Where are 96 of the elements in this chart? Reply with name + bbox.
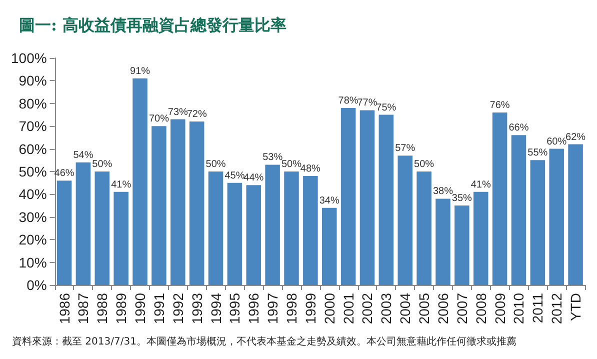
y-tick-label: 90% (18, 72, 47, 89)
data-label: 44% (244, 172, 264, 184)
bar (208, 172, 224, 285)
y-tick-label: 100% (10, 50, 47, 66)
y-tick-label: 40% (18, 186, 47, 202)
x-tick-label: 1994 (208, 292, 224, 324)
chart-title: 圖一: 高收益債再融資占總發行量比率 (19, 16, 286, 34)
data-label: 91% (130, 66, 150, 77)
y-tick-label: 80% (18, 95, 47, 112)
bar (511, 135, 526, 285)
bar (416, 172, 432, 285)
x-tick-label: 1989 (113, 292, 130, 324)
data-label: 78% (338, 95, 358, 106)
x-tick-label: 1998 (284, 292, 300, 324)
data-label: 62% (566, 132, 586, 143)
x-tick-label: 2008 (472, 292, 489, 324)
bar (568, 144, 583, 285)
bar (284, 172, 299, 285)
data-label: 50% (281, 159, 302, 170)
text: 資料來源：截至 2013/7/31。本圖僅為市場概況，不代表本基金之走勢及績效。本公司無意藉此作任何徵求或推薦 (12, 336, 516, 348)
bar (549, 148, 564, 285)
x-tick-label: 2002 (359, 292, 376, 324)
data-label: 75% (376, 102, 396, 114)
x-tick-label: 1999 (302, 292, 318, 324)
x-tick-label: YTD (568, 293, 584, 321)
data-label: 50% (414, 159, 434, 170)
bar (492, 112, 508, 285)
data-label: 73% (168, 106, 188, 118)
data-label: 48% (300, 164, 321, 175)
bar (454, 206, 470, 285)
data-label: 55% (528, 148, 548, 159)
bar (303, 176, 318, 285)
bar (114, 192, 128, 285)
data-label: 54% (73, 150, 94, 161)
data-label: 50% (92, 159, 112, 170)
y-tick-label: 0% (26, 277, 47, 293)
x-tick-label: 2004 (397, 292, 414, 324)
x-tick-label: 2007 (454, 292, 470, 324)
data-label: 66% (508, 122, 529, 134)
data-label: 41% (111, 179, 132, 190)
x-tick-label: 1995 (226, 292, 243, 324)
data-label: 35% (452, 193, 472, 204)
bar (246, 185, 262, 285)
x-tick-label: 1991 (150, 292, 167, 324)
x-tick-label: 1992 (170, 292, 186, 324)
data-label: 60% (546, 136, 567, 148)
data-label: 77% (357, 98, 378, 109)
x-tick-label: 1996 (246, 292, 262, 324)
bar (473, 192, 488, 285)
x-tick-label: 2006 (434, 292, 451, 324)
x-tick-label: 1997 (264, 292, 281, 324)
bar (56, 180, 72, 285)
x-tick-label: 2001 (340, 292, 356, 324)
bar (436, 198, 450, 285)
bar (360, 110, 375, 285)
x-tick-label: 2012 (548, 292, 565, 324)
data-label: 57% (395, 143, 416, 154)
bar (94, 172, 110, 285)
x-tick-label: 2010 (510, 292, 527, 324)
data-label: 76% (490, 100, 510, 111)
x-tick-label: 2000 (321, 292, 338, 324)
data-label: 41% (470, 179, 491, 190)
x-tick-label: 1993 (188, 292, 205, 324)
data-label: 72% (186, 109, 207, 120)
data-label: 53% (262, 152, 283, 164)
y-tick-label: 70% (18, 118, 47, 134)
y-tick-label: 30% (18, 208, 47, 225)
x-tick-label: 2005 (416, 292, 432, 324)
data-label: 38% (432, 186, 454, 198)
data-label: 34% (319, 195, 340, 206)
bar (132, 78, 148, 285)
data-label: 50% (206, 159, 226, 170)
bar (189, 122, 204, 285)
x-tick-label: 1988 (94, 292, 110, 324)
y-tick-label: 50% (18, 164, 47, 180)
bar (530, 160, 546, 285)
bar (322, 208, 337, 285)
x-tick-label: 2011 (530, 292, 546, 324)
bar (76, 162, 91, 285)
bar (227, 182, 242, 285)
bar (398, 156, 412, 285)
data-label: 70% (148, 114, 170, 125)
bar (170, 119, 186, 285)
x-tick-label: 2009 (492, 292, 508, 324)
x-tick-label: 2003 (378, 292, 394, 324)
y-tick-label: 10% (18, 254, 47, 270)
bar (378, 114, 394, 285)
data-label: 45% (224, 170, 245, 182)
bar (152, 126, 166, 285)
x-tick-label: 1987 (75, 292, 92, 324)
y-tick-label: 20% (18, 232, 47, 248)
bar (265, 164, 280, 285)
x-tick-label: 1990 (132, 292, 148, 324)
bar (340, 108, 356, 285)
x-tick-label: 1986 (56, 292, 72, 324)
y-tick-label: 60% (18, 140, 47, 157)
